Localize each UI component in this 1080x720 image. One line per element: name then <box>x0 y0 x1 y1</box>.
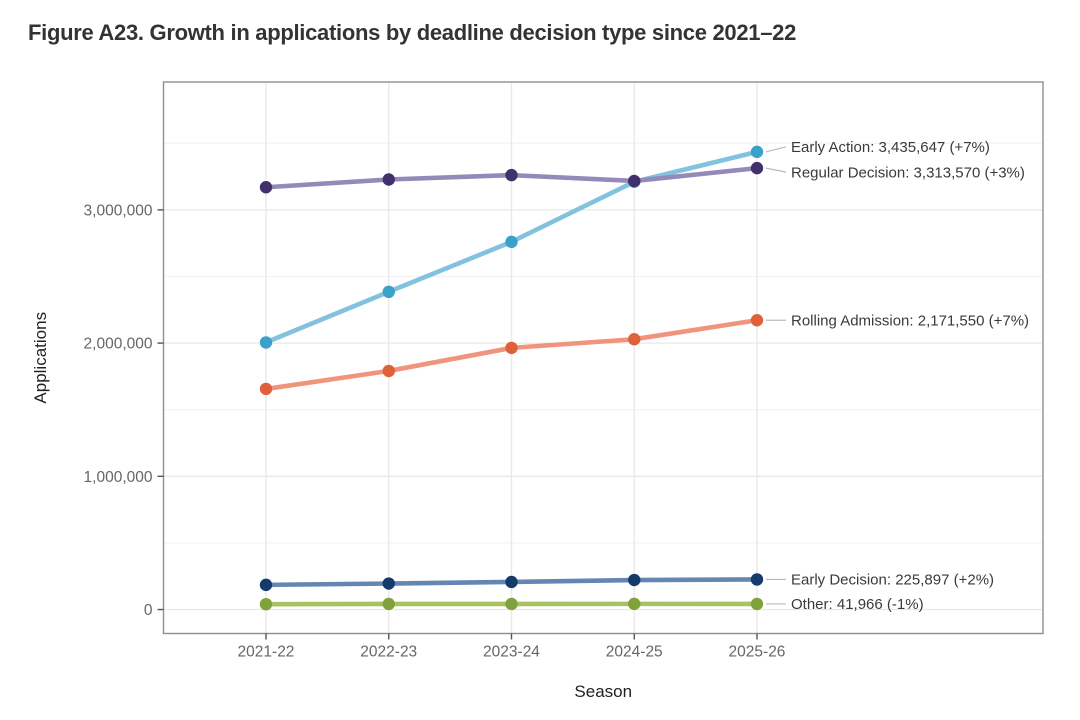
annotation-early-action: Early Action: 3,435,647 (+7%) <box>791 139 990 156</box>
data-point-early-decision-3 <box>628 573 641 587</box>
data-point-regular-decision-3 <box>628 174 641 188</box>
x-axis-title: Season <box>574 682 632 701</box>
annotation-rolling-admission: Rolling Admission: 2,171,550 (+7%) <box>791 312 1029 329</box>
data-point-other-3 <box>628 597 641 611</box>
leader-line-regular-decision <box>765 167 787 173</box>
data-point-rolling-admission-3 <box>628 333 641 346</box>
data-point-other-2 <box>505 597 518 611</box>
annotation-other: Other: 41,966 (-1%) <box>791 596 924 613</box>
data-point-regular-decision-2 <box>505 168 518 182</box>
data-point-early-action-2 <box>505 235 518 249</box>
data-point-early-action-4 <box>750 145 764 159</box>
annotation-regular-decision: Regular Decision: 3,313,570 (+3%) <box>791 164 1025 181</box>
x-tick-label: 2021-22 <box>238 644 295 661</box>
data-point-early-action-1 <box>382 285 395 299</box>
data-point-other-4 <box>750 597 764 611</box>
data-point-regular-decision-1 <box>382 173 395 186</box>
y-tick-label: 2,000,000 <box>84 336 153 353</box>
data-point-rolling-admission-2 <box>505 341 518 355</box>
data-point-rolling-admission-1 <box>382 364 395 378</box>
data-point-other-1 <box>382 597 395 611</box>
data-point-early-decision-0 <box>259 578 273 592</box>
data-point-other-0 <box>259 597 273 611</box>
data-point-early-decision-1 <box>382 577 395 590</box>
data-point-rolling-admission-0 <box>259 382 273 396</box>
y-tick-label: 3,000,000 <box>84 202 153 219</box>
x-tick-label: 2025-26 <box>729 644 786 661</box>
panel-border <box>162 81 1044 635</box>
x-tick-label: 2023-24 <box>483 644 540 661</box>
y-tick-label: 1,000,000 <box>84 469 153 486</box>
data-point-rolling-admission-4 <box>750 314 764 327</box>
data-point-early-decision-4 <box>750 573 764 586</box>
x-tick-label: 2024-25 <box>606 644 663 661</box>
figure-title: Figure A23. Growth in applications by de… <box>28 20 797 45</box>
annotation-early-decision: Early Decision: 225,897 (+2%) <box>791 572 994 589</box>
leader-line-early-action <box>765 146 787 153</box>
data-point-regular-decision-4 <box>750 161 764 175</box>
x-tick-label: 2022-23 <box>360 644 417 661</box>
data-point-regular-decision-0 <box>259 181 273 194</box>
y-tick-label: 0 <box>144 602 153 619</box>
data-point-early-decision-2 <box>505 575 518 589</box>
data-point-early-action-0 <box>259 336 273 349</box>
y-axis-title: Applications <box>31 312 50 404</box>
